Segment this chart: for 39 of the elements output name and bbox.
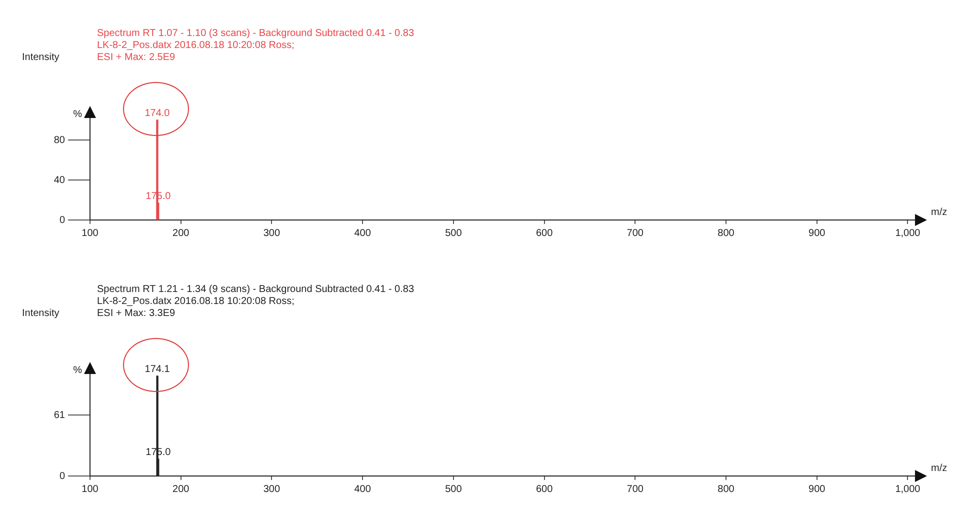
annotation: 174.0 [144, 108, 170, 119]
x-tick-label: 800 [718, 228, 735, 239]
x-tick-label: 100 [82, 228, 99, 239]
y-axis-title: Intensity [22, 308, 60, 320]
annotation: 174.1 [144, 364, 170, 375]
x-axis-title: m/z [931, 206, 948, 218]
x-axis-title: m/z [931, 462, 948, 474]
x-tick-label: 700 [626, 228, 644, 239]
x-tick-label: 900 [808, 228, 826, 239]
chart-subtitle: LK-8-2_Pos.datx 2016.08.18 10:20:08 Ross; [97, 40, 294, 52]
y-axis-title: Intensity [22, 52, 60, 64]
text: ESI + Max: 3.3E9 [97, 308, 176, 320]
y-tick-label: 80 [54, 134, 66, 146]
x-tick-label: 500 [445, 484, 462, 495]
chart-subtitle: LK-8-2_Pos.datx 2016.08.18 10:20:08 Ross; [97, 296, 294, 308]
text: % [73, 108, 82, 120]
x-tick-label: 300 [263, 484, 280, 495]
y-tick-label: 61 [54, 410, 66, 421]
x-tick-label: 1,000 [895, 228, 921, 239]
x-tick-label: 100 [82, 484, 99, 495]
x-tick-label: 700 [626, 484, 644, 495]
y-tick-label: 40 [54, 174, 66, 186]
x-tick-label: 600 [536, 228, 554, 239]
text: ESI + Max: 2.5E9 [97, 52, 176, 64]
x-tick-label: 500 [445, 228, 462, 239]
x-tick-label: 400 [354, 228, 372, 239]
x-tick-label: 200 [172, 228, 190, 239]
text: % [73, 364, 82, 376]
x-tick-label: 200 [172, 484, 190, 495]
y-tick-label: 0 [59, 470, 66, 482]
x-tick-label: 600 [536, 484, 554, 495]
x-tick-label: 1,000 [895, 484, 921, 495]
y-tick-label: 0 [59, 214, 66, 226]
x-tick-label: 400 [354, 484, 372, 495]
x-tick-label: 900 [808, 484, 826, 495]
chart-title: Spectrum RT 1.07 - 1.10 (3 scans) - Background Subtracted 0.41 - 0.83 [97, 28, 414, 40]
x-tick-label: 300 [263, 228, 280, 239]
chart-title: Spectrum RT 1.21 - 1.34 (9 scans) - Background Subtracted 0.41 - 0.83 [97, 284, 414, 296]
x-tick-label: 800 [718, 484, 735, 495]
